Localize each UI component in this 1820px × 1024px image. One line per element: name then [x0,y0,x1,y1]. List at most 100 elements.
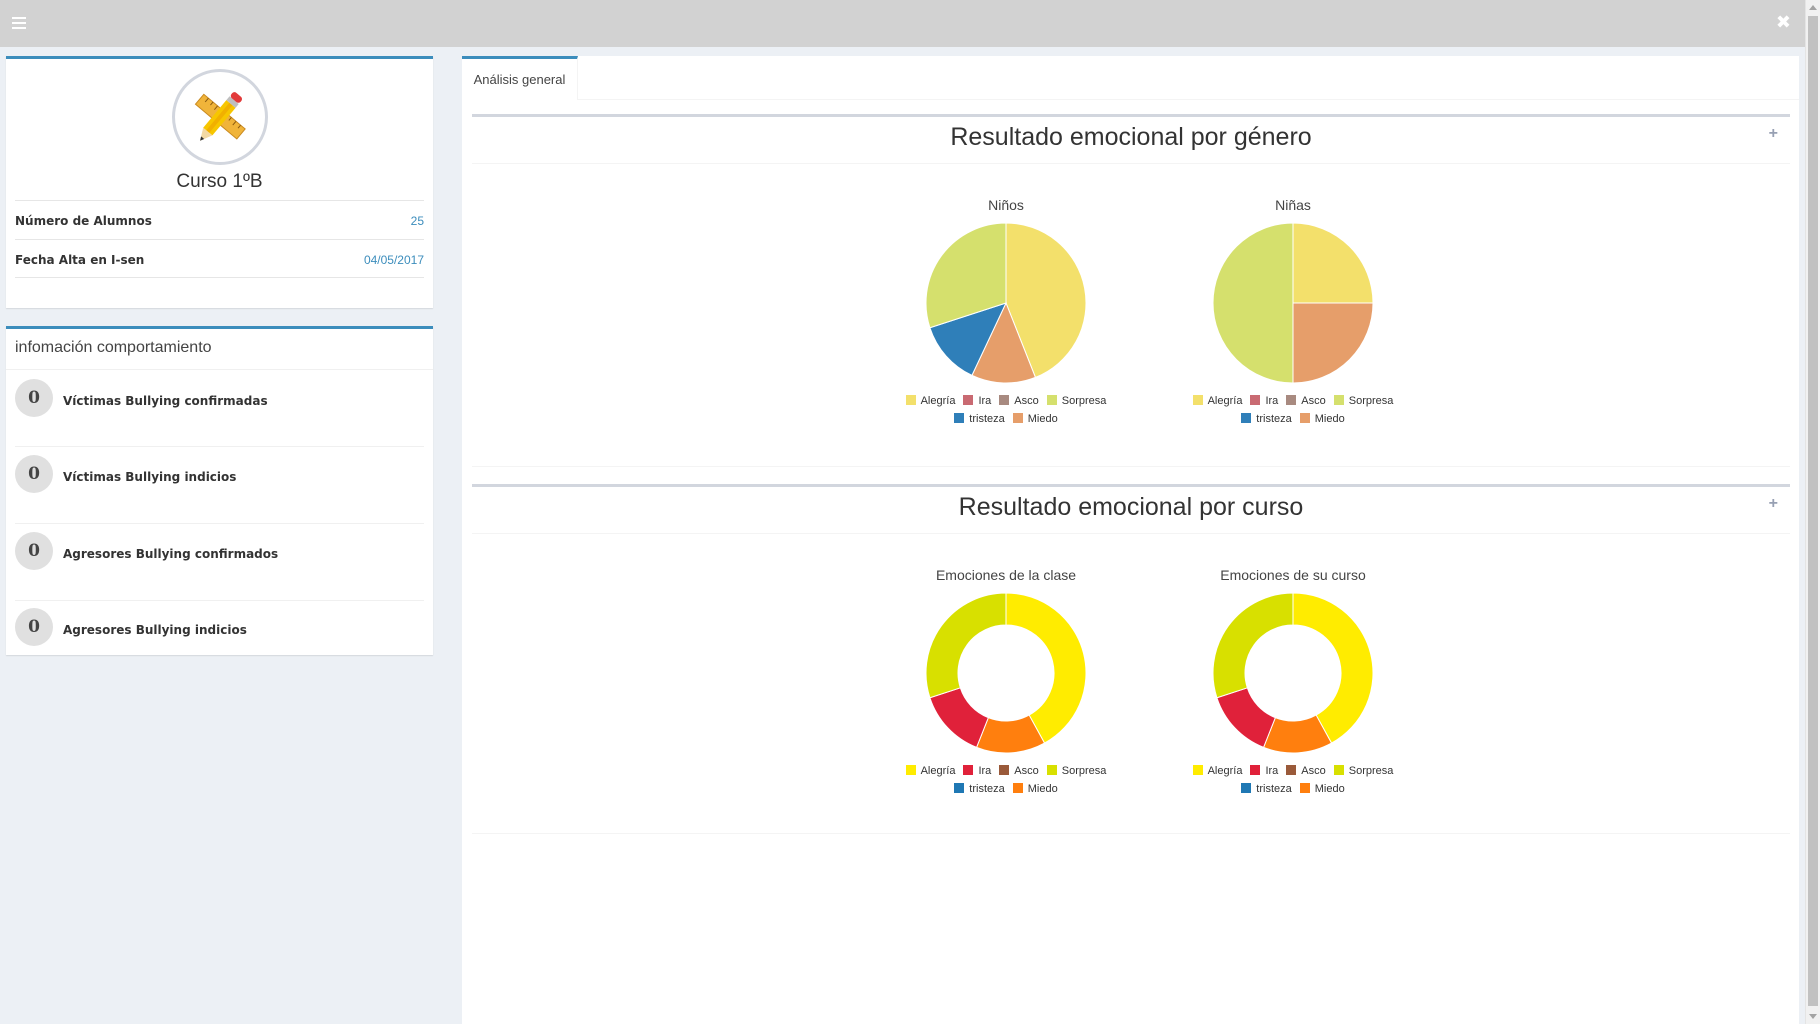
divider [472,163,1790,164]
legend-item[interactable]: Ira [963,392,991,410]
legend-label: Alegría [920,765,956,777]
legend-swatch [1192,765,1203,775]
legend-label: Asco [1301,765,1326,777]
close-icon[interactable]: ✖ [1775,12,1791,33]
chart-title: Niñas [1275,197,1311,213]
pie-slice-sorpresa[interactable] [1213,223,1294,383]
legend-label: tristeza [1256,783,1292,795]
course-avatar [172,69,268,165]
pie-slice-alegría[interactable] [1005,593,1086,744]
legend-item[interactable]: Miedo [1299,780,1345,798]
count-badge: 0 [15,532,53,570]
legend-swatch [954,783,965,793]
course-profile-box: Curso 1ºB Número de Alumnos 25 Fecha Alt… [6,56,433,308]
expand-icon[interactable]: + [1768,125,1778,142]
pie-slice-alegría[interactable] [1292,223,1373,304]
legend-item[interactable]: Sorpresa [1046,762,1106,780]
legend-label: tristeza [969,783,1005,795]
legend-item[interactable]: Miedo [1299,410,1345,428]
chart-legend: Alegría Ira Asco Sorpresa tristeza Miedo [876,392,1136,428]
legend-item[interactable]: Miedo [1012,410,1058,428]
chart-ninas: Niñas Alegría Ira Asco Sorpresa tristeza Miedo [1163,197,1423,427]
legend-label: Alegría [1207,765,1243,777]
count-badge: 0 [15,379,53,417]
legend-item[interactable]: Ira [963,762,991,780]
pie-chart [1213,593,1373,753]
legend-swatch [1012,783,1023,793]
legend-swatch [1241,783,1252,793]
course-name: Curso 1ºB [176,171,263,192]
pie-slice-miedo[interactable] [1292,302,1373,383]
legend-label: Ira [1265,395,1279,407]
divider [472,533,1790,534]
legend-swatch [1012,413,1023,423]
legend-item[interactable]: tristeza [1241,780,1292,798]
legend-item[interactable]: Alegría [1192,392,1242,410]
legend-label: Asco [1014,765,1039,777]
scrollbar-thumb[interactable] [1808,16,1818,1006]
pie-chart [1213,223,1373,383]
chart-title: Niños [988,197,1024,213]
pie-slice-sorpresa[interactable] [1213,593,1294,699]
list-item: 0 Víctimas Bullying confirmadas [15,370,424,447]
student-count-label: Número de Alumnos [15,214,152,228]
registration-date-label: Fecha Alta en I-sen [15,253,145,267]
section-title: Resultado emocional por género [950,123,1312,151]
legend-item[interactable]: Asco [1286,762,1326,780]
scroll-down-arrow-icon[interactable] [1809,1014,1817,1019]
legend-item[interactable]: tristeza [954,780,1005,798]
pie-chart [926,593,1086,753]
pie-slice-sorpresa[interactable] [926,223,1007,329]
pie-slice-tristeza[interactable] [929,302,1007,377]
pie-slice-ira[interactable] [929,687,989,749]
legend-item[interactable]: Asco [999,392,1039,410]
pie-slice-alegría[interactable] [1292,593,1373,744]
legend-item[interactable]: Alegría [905,762,956,780]
chart-title: Emociones de su curso [1220,567,1366,583]
legend-item[interactable]: Asco [999,762,1039,780]
legend-item[interactable]: Sorpresa [1333,392,1393,410]
pie-slice-alegría[interactable] [1005,223,1086,379]
legend-item[interactable]: Sorpresa [1333,762,1393,780]
legend-swatch [1299,413,1310,423]
legend-item[interactable]: Alegría [905,392,955,410]
legend-item[interactable]: Miedo [1012,780,1058,798]
chart-legend: Alegría Ira Asco Sorpresa tristeza Miedo [876,762,1136,798]
legend-swatch [1286,395,1297,405]
hamburger-menu-icon[interactable] [12,14,28,32]
legend-swatch [999,395,1010,405]
scroll-up-arrow-icon[interactable] [1809,5,1817,10]
vertical-scrollbar[interactable] [1805,0,1820,1024]
student-count-value: 25 [410,214,424,228]
legend-label: Miedo [1314,413,1345,425]
legend-item[interactable]: Alegría [1192,762,1243,780]
course-results-box: Resultado emocional por curso + Emocione… [472,484,1790,835]
legend-item[interactable]: tristeza [1241,410,1292,428]
legend-label: tristeza [969,413,1005,425]
chart-title: Emociones de la clase [935,567,1077,583]
count-badge: 0 [15,455,53,493]
pie-slice-ira[interactable] [1216,687,1276,749]
legend-swatch [954,413,965,423]
behavior-title: infomación comportamiento [15,339,212,356]
expand-icon[interactable]: + [1768,495,1778,512]
list-item: 0 Víctimas Bullying indicios [15,447,424,524]
legend-label: Miedo [1314,783,1345,795]
legend-item[interactable]: tristeza [954,410,1005,428]
chart-emociones-curso: Emociones de su curso Alegría Ira Asco Sorpr… [1163,567,1423,797]
legend-item[interactable]: Ira [1250,762,1278,780]
legend-swatch [1299,783,1310,793]
legend-item[interactable]: Asco [1286,392,1326,410]
legend-swatch [999,765,1010,775]
chart-ninos: Niños Alegría Ira Asco Sorpresa tristeza Miedo [876,197,1136,427]
legend-label: tristeza [1256,413,1292,425]
list-item-label: Víctimas Bullying indicios [63,470,237,484]
pie-slice-sorpresa[interactable] [926,593,1007,699]
legend-item[interactable]: Sorpresa [1046,392,1106,410]
count-badge: 0 [15,608,53,646]
registration-date-row: Fecha Alta en I-sen 04/05/2017 [15,239,424,278]
legend-item[interactable]: Ira [1250,392,1278,410]
divider [472,833,1790,834]
pie-slice-miedo[interactable] [971,301,1037,383]
tab-analisis-general[interactable]: Análisis general [462,56,578,100]
